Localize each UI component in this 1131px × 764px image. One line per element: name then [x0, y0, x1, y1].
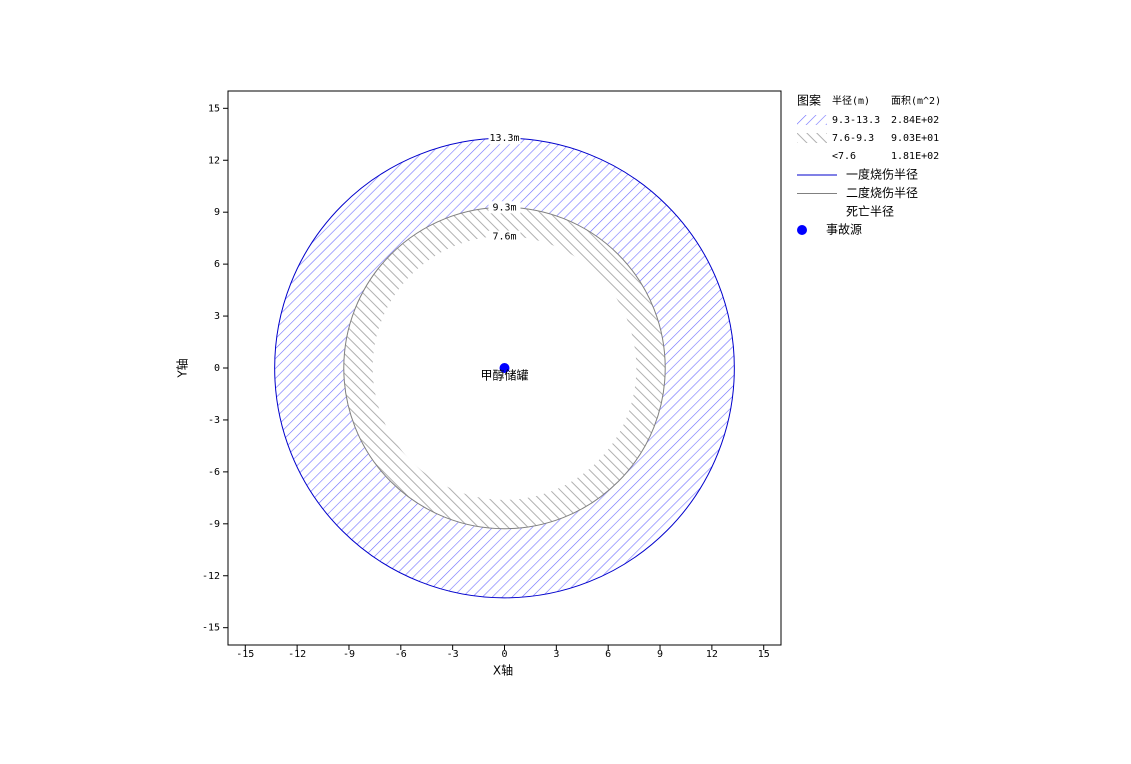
legend-area: 9.03E+01 — [891, 133, 939, 144]
y-tick-label: -12 — [202, 571, 220, 582]
label-bg — [488, 201, 521, 214]
y-tick-label: 9 — [214, 207, 220, 218]
radius-label: 13.3m — [489, 133, 519, 144]
legend-text: 死亡半径 — [846, 205, 894, 219]
legend-swatch — [797, 133, 827, 143]
y-tick-label: 15 — [208, 103, 220, 114]
y-tick-label: -3 — [208, 415, 220, 426]
legend-swatch — [797, 115, 827, 125]
radius-label: 7.6m — [492, 232, 516, 243]
x-tick-label: 3 — [553, 649, 559, 660]
zone-ring — [274, 138, 735, 598]
legend-text: 事故源 — [826, 222, 862, 237]
y-tick-label: -15 — [202, 623, 220, 634]
legend-header: 半径(m) — [832, 94, 870, 107]
legend-range: <7.6 — [832, 151, 856, 162]
legend-header: 面积(m^2) — [891, 95, 941, 107]
legend-area: 2.84E+02 — [891, 115, 939, 126]
label-bg — [488, 230, 521, 243]
legend-area: 1.81E+02 — [891, 151, 939, 162]
radius-label: 9.3m — [492, 202, 516, 213]
legend-text: 一度烧伤半径 — [846, 167, 918, 182]
x-tick-label: -15 — [236, 649, 254, 660]
x-tick-label: 9 — [657, 649, 663, 660]
source-label: 甲醇储罐 — [480, 368, 528, 383]
y-tick-label: 6 — [214, 259, 220, 270]
legend-range: 7.6-9.3 — [832, 133, 874, 144]
x-tick-label: 12 — [706, 649, 718, 660]
y-tick-label: 12 — [208, 155, 220, 166]
x-axis-label: X轴 — [493, 663, 513, 678]
y-tick-label: 0 — [214, 363, 220, 374]
x-tick-label: -9 — [343, 649, 355, 660]
label-bg — [488, 132, 521, 145]
x-tick-label: 6 — [605, 649, 611, 660]
x-tick-label: -12 — [288, 649, 306, 660]
y-tick-label: -9 — [208, 519, 220, 530]
source-point — [499, 363, 510, 373]
x-tick-label: 15 — [758, 649, 770, 660]
legend-marker — [797, 225, 807, 235]
y-tick-label: 3 — [214, 311, 220, 322]
legend-text: 二度烧伤半径 — [846, 185, 918, 200]
y-axis-label: Y轴 — [175, 358, 190, 378]
legend-header: 图案 — [797, 93, 821, 108]
x-tick-label: -3 — [447, 649, 459, 660]
x-tick-label: 0 — [501, 649, 507, 660]
legend-range: 9.3-13.3 — [832, 115, 880, 126]
x-tick-label: -6 — [395, 649, 407, 660]
y-tick-label: -6 — [208, 467, 220, 478]
